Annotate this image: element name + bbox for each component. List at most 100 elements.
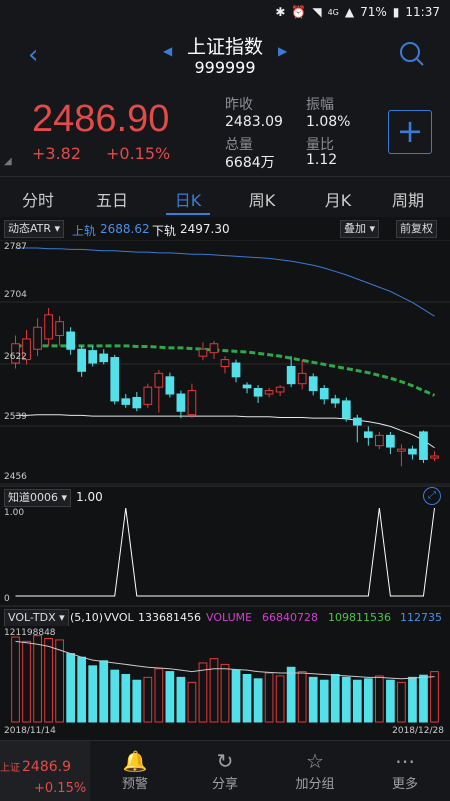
volume-ma-line [15,640,435,680]
candle-body [209,343,219,354]
candle-body [44,314,53,340]
volume-bar [22,640,31,723]
volume-indicator-select[interactable]: VOL-TDX ▾ [4,609,69,626]
volume-bar [154,668,164,723]
back-arrow-icon[interactable]: ‹ [28,40,39,70]
indicator-select[interactable]: 动态ATR ▾ [4,220,65,238]
candle-body [220,359,230,367]
volume-bar [341,676,351,723]
volume-value: 6684万 [225,155,275,171]
volume-bar [55,639,64,723]
star-icon: ☆ [306,749,324,773]
candle-body [430,455,439,459]
price-change-percent: +0.15% [106,144,171,163]
volume-bar [176,676,186,723]
volume-bar [198,662,208,723]
candle-body [154,372,164,388]
volume-bar [110,669,120,723]
volume-label: 总量 [225,137,253,153]
prev-close-label: 昨收 [225,97,253,113]
tab-daily-k[interactable]: 日K [158,187,218,215]
add-group-button[interactable]: ☆ 加分组 [280,749,350,792]
volume-bar [143,676,153,723]
add-group-label: 加分组 [295,777,335,792]
volume-bar [44,637,53,723]
amplitude-value: 1.08% [306,114,351,130]
volume-bar [408,676,417,723]
battery-icon: ▮ [392,5,400,19]
adjust-button[interactable]: 前复权 [396,220,437,238]
tab-intraday[interactable]: 分时 [21,191,54,210]
volume-bar [77,656,87,723]
volume-value: 66840728 [262,611,318,624]
price-change: +3.82 [32,144,82,163]
volume-bar [88,665,98,723]
candle-body [33,326,42,350]
alert-label: 预警 [121,777,148,792]
bottom-quote[interactable]: 上证 2486.9 +0.15% [0,741,90,801]
volume-bar [132,679,142,723]
more-label: 更多 [391,777,418,792]
signal-icon: ▲ [344,5,355,19]
tab-weekly-k[interactable]: 周K [248,191,276,210]
share-button[interactable]: ↻ 分享 [190,749,260,792]
volume-bar [297,671,307,723]
candle-body [165,376,175,395]
page-title: 上证指数 [186,36,263,58]
candle-body [242,384,252,389]
candle-body [419,431,428,460]
add-watchlist-button[interactable]: + [388,110,432,154]
indicator2-value: 1.00 [76,490,103,504]
next-stock-icon[interactable]: ▶ [278,44,288,58]
candle-body [231,362,241,378]
volume-bar [121,673,131,723]
tab-five-day[interactable]: 五日 [95,191,128,210]
expand-icon[interactable]: ⤢ [423,487,441,505]
amplitude-label: 振幅 [306,97,334,113]
share-label: 分享 [211,777,238,792]
volume-bar [231,669,241,723]
current-price: 2486.90 [32,98,170,140]
volume-bar [187,681,197,723]
volume-ma10: 112735 [400,611,442,624]
tab-monthly-k[interactable]: 月K [324,191,352,210]
more-icon: ⋯ [395,749,415,773]
candle-body [66,331,75,350]
volume-bar [242,673,252,723]
volume-bar [330,673,340,723]
indicator2-select[interactable]: 知道0006 ▾ [4,489,72,507]
candle-body [77,348,87,372]
bluetooth-icon: ✱ [275,5,286,19]
volume-bar [419,674,428,723]
volume-bar [352,679,362,723]
overlay-button[interactable]: 叠加 ▾ [340,220,380,238]
upper-band-label: 上轨 [72,224,97,238]
previous-stock-icon[interactable]: ◀ [163,44,173,58]
kline-chart[interactable] [0,240,450,740]
candle-body [363,431,373,438]
more-button[interactable]: ⋯ 更多 [370,749,440,792]
alert-button[interactable]: 🔔 预警 [100,749,170,792]
volume-params: (5,10) [70,611,104,624]
candle-body [99,353,109,363]
volume-header: VOL-TDX ▾ (5,10) VVOL 133681456 VOLUME 6… [0,608,450,626]
candle-body [187,390,197,416]
overlay-button-label: 叠加 [344,222,366,235]
candle-body [253,388,263,397]
lower-band-line [15,414,435,449]
volume-bar [363,678,373,723]
wifi-icon: ◥ [312,5,322,19]
tab-period[interactable]: 周期 [391,191,424,210]
candle-body [375,434,384,447]
volume-bar [165,671,175,723]
indicator2-axis-top: 1.00 [4,508,25,518]
candle-body [88,350,98,364]
search-icon[interactable] [399,41,425,67]
price-axis-label: 2456 [4,472,27,482]
candle-body [408,448,417,455]
quote-panel: 2486.90 +3.82 +0.15% ◢ 昨收 2483.09 总量 668… [0,84,450,176]
volume-bar [386,679,395,723]
chart-toolbar: 动态ATR ▾ 上轨 2688.62 下轨 2497.30 叠加 ▾ 前复权 [0,218,450,240]
vvol-label: VVOL [104,611,134,624]
indicator-select-label: 动态ATR [8,222,52,235]
